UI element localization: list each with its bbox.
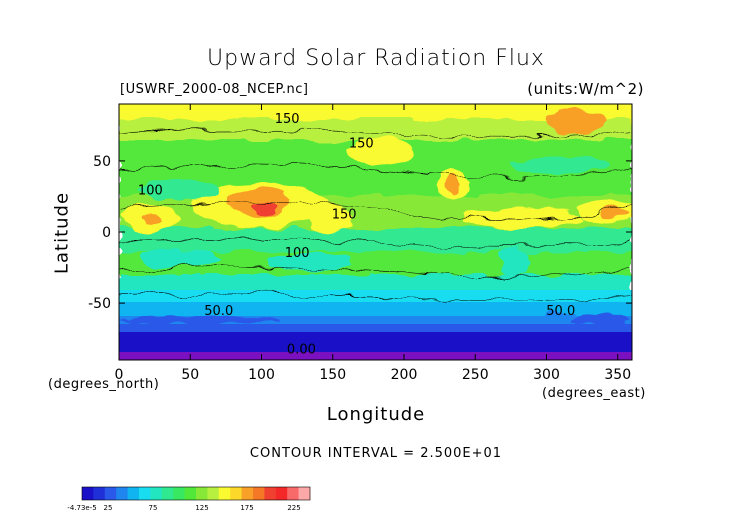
colorbar-swatch [150,487,163,500]
x-tick-label: 0 [115,367,124,383]
contour-label: 100 [285,246,310,261]
colorbar-swatch [218,487,231,500]
patch-far-east-orange [601,207,629,219]
chart-title: Upward Solar Radiation Flux [207,46,545,71]
patch-cyan-2 [270,254,350,270]
colorbar-label: 125 [195,504,208,512]
colorbar-swatch [139,487,151,500]
y-axis-ticks: -50 0 50 [88,154,632,312]
patch-tibet-yellow [345,138,415,166]
y-tick-label: 0 [102,225,111,241]
x-axis-label: Longitude [326,404,426,425]
contour-label: 0.00 [287,343,316,358]
colorbar-swatch [93,487,106,500]
band-antarctica [119,332,632,354]
patch-west-orange [140,213,160,223]
colorbar-label: 25 [104,504,113,512]
x-tick-label: 200 [391,367,418,383]
contour-label: 50.0 [204,304,233,319]
band-south-ocean-c [119,316,632,326]
x-tick-label: 100 [248,367,275,383]
patch-cyan-1 [140,249,220,267]
colorbar-label: -4.73e-5 [67,504,96,512]
colorbar-label: 75 [149,504,158,512]
colorbar-swatch [241,487,254,500]
contour-line-4 [119,239,632,248]
patch-arctic-orange [545,110,605,134]
patch-sahara-red [253,202,277,214]
colorbar-swatch [230,487,242,500]
patch-east-orange [445,174,459,192]
contour-line-1 [119,129,632,138]
patch-teal-1 [140,181,220,199]
colorbar-swatch [104,487,117,500]
colorbar-label: 175 [240,504,253,512]
x-axis-ticks: 0 50 100 150 200 250 300 350 [115,104,631,383]
contour-label: 150 [332,208,357,223]
colorbar-swatch [275,487,288,500]
colorbar-swatch [116,487,128,500]
patch-arabia-yellow [308,205,352,231]
contour-line-6 [119,294,632,301]
contour-label: 150 [275,112,300,127]
band-south-pole [119,352,632,360]
colorbar-swatch [82,487,94,500]
colorbar-swatch [207,487,220,500]
colorbar-swatch [253,487,265,500]
dataset-filename: [USWRF_2000-08_NCEP.nc] [120,82,309,97]
contour-line-5 [119,266,632,277]
band-south-ocean-b [119,302,632,318]
contour-interval-note: CONTOUR INTERVAL = 2.500E+01 [249,446,503,461]
contour-labels: 150 150 100 150 100 50.0 50.0 0.00 [138,112,575,357]
patch-cyan-3 [500,248,530,276]
contour-label: 150 [349,136,374,151]
x-tick-label: 250 [462,367,489,383]
colorbar-swatch [287,487,299,500]
contour-label: 100 [138,183,163,198]
units-label: (units:W/m^2) [527,80,644,98]
streak-blue-1 [120,316,280,324]
x-tick-label: 350 [604,367,631,383]
y-tick-label: 50 [93,154,111,170]
contour-line-3 [119,202,632,220]
x-tick-label: 300 [533,367,560,383]
colorbar-swatch [173,487,185,500]
y-tick-label: -50 [88,296,111,312]
colorbar-swatch [127,487,140,500]
heatmap-field [119,104,632,360]
colorbar-swatch [196,487,208,500]
colorbar-swatch [264,487,277,500]
x-tick-label: 150 [319,367,346,383]
x-unit-label-east: (degrees_east) [542,386,646,401]
colorbar-swatch [161,487,174,500]
colorbar-label: 225 [287,504,300,512]
patch-pacific-yellow [460,208,580,228]
contour-line-2 [119,164,632,178]
x-tick-label: 50 [181,367,199,383]
streak-blue-2 [570,316,630,324]
colorbar: -4.73e-5 25 75 125 175 225 [67,486,311,512]
patch-teal-2 [510,157,610,173]
contour-label: 50.0 [546,304,575,319]
colorbar-frame [81,486,311,501]
streak-blue-3 [545,311,575,319]
band-antarctic-edge [119,324,632,334]
colorbar-swatch [298,487,311,500]
colorbar-swatch [184,487,197,500]
x-unit-label-north: (degrees_north) [48,377,160,392]
